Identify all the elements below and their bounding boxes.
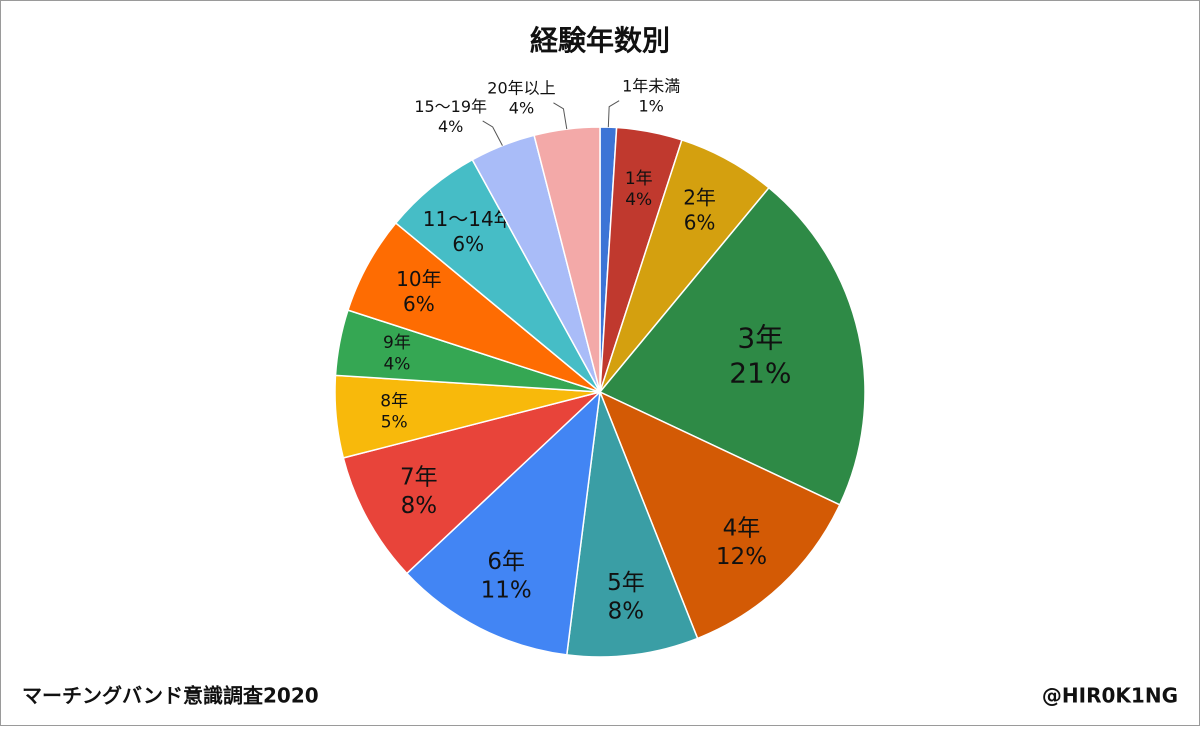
slice-label: 11～14年 bbox=[423, 207, 514, 231]
slice-value-label: 6% bbox=[452, 232, 484, 256]
leader-line bbox=[553, 102, 568, 130]
slice-value-label: 8% bbox=[608, 599, 645, 625]
slice-value-label: 4% bbox=[509, 99, 534, 118]
slice-label: 7年 bbox=[400, 464, 438, 490]
leader-line bbox=[607, 100, 620, 128]
slice-value-label: 8% bbox=[401, 493, 438, 519]
slice-label: 2年 bbox=[683, 185, 716, 209]
slice-value-label: 4% bbox=[383, 354, 410, 374]
pie-slice bbox=[598, 186, 866, 506]
slice-label: 1年 bbox=[625, 169, 653, 189]
slice-label: 4年 bbox=[723, 515, 761, 541]
credit: @HIR0K1NG bbox=[1042, 684, 1178, 708]
slice-value-label: 12% bbox=[716, 544, 767, 570]
slice-label: 5年 bbox=[607, 570, 645, 596]
chart-title: 経験年数別 bbox=[530, 24, 670, 57]
slice-value-label: 4% bbox=[625, 190, 652, 210]
pie-slice bbox=[565, 391, 699, 658]
pie-slice bbox=[598, 390, 841, 640]
slice-value-label: 11% bbox=[481, 578, 532, 604]
slice-label: 15～19年 bbox=[414, 97, 487, 116]
leader-line bbox=[482, 120, 503, 146]
source: マーチングバンド意識調査2020 bbox=[22, 684, 319, 708]
pie-slice bbox=[533, 126, 601, 393]
slice-value-label: 4% bbox=[438, 117, 463, 136]
slice-value-label: 6% bbox=[403, 292, 435, 316]
slice-label: 1年未満 bbox=[622, 77, 680, 96]
slice-label: 3年 bbox=[737, 321, 783, 354]
slice-value-label: 21% bbox=[729, 356, 791, 389]
pie-slice bbox=[342, 391, 601, 575]
slice-value-label: 1% bbox=[638, 97, 663, 116]
slice-value-label: 6% bbox=[684, 210, 716, 234]
pie-slice bbox=[405, 390, 602, 656]
slice-label: 9年 bbox=[383, 333, 411, 353]
slice-label: 10年 bbox=[396, 267, 441, 291]
slice-value-label: 5% bbox=[381, 413, 408, 433]
slice-label: 20年以上 bbox=[487, 79, 555, 98]
slice-label: 6年 bbox=[487, 549, 525, 575]
slice-label: 8年 bbox=[380, 391, 408, 411]
